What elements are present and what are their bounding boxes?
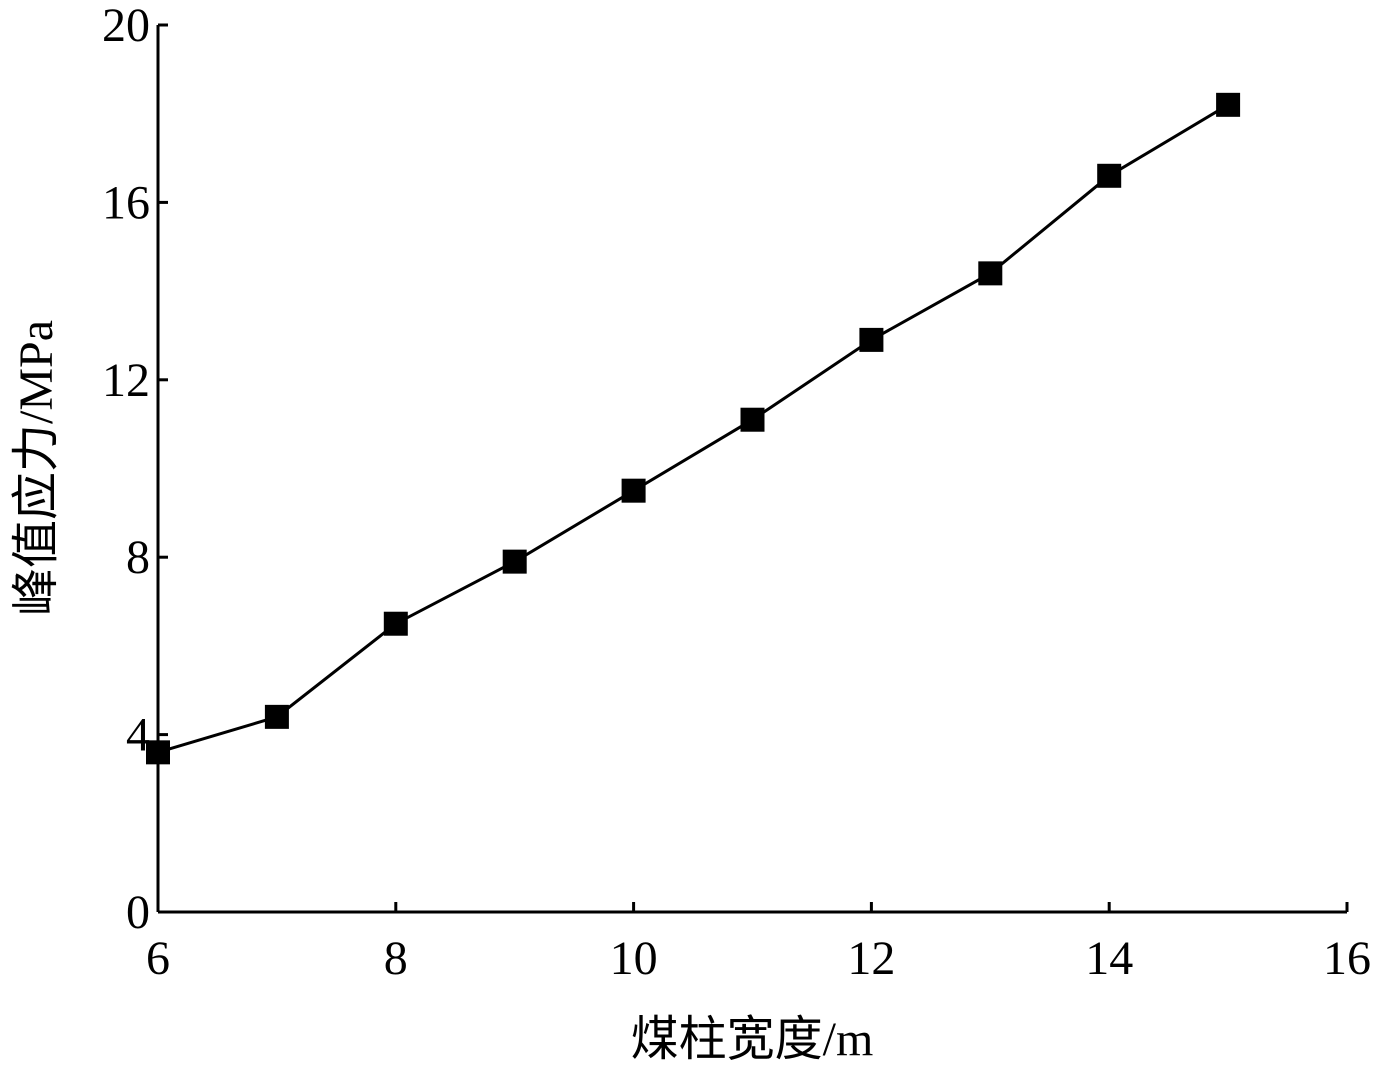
y-axis-label: 峰值应力/MPa (10, 320, 63, 616)
x-tick-label: 16 (1323, 932, 1371, 985)
y-tick-label: 16 (102, 176, 150, 229)
y-tick-label: 0 (126, 886, 150, 939)
x-axis-label: 煤柱宽度/m (631, 1013, 874, 1066)
marker (1097, 163, 1122, 188)
marker (502, 549, 527, 574)
x-tick-label: 6 (146, 932, 170, 985)
marker (383, 611, 408, 636)
marker (1216, 92, 1241, 117)
x-tick-label: 8 (384, 932, 408, 985)
x-tick-label: 10 (610, 932, 658, 985)
y-tick-label: 12 (102, 354, 150, 407)
marker (621, 478, 646, 503)
marker (859, 327, 884, 352)
y-tick-label: 8 (126, 531, 150, 584)
marker (264, 704, 289, 729)
marker (146, 740, 170, 765)
line (157, 103, 1229, 754)
x-tick-label: 14 (1085, 932, 1133, 985)
marker (978, 261, 1003, 286)
marker (740, 407, 765, 432)
x-tick-label: 12 (847, 932, 895, 985)
y-tick-label: 20 (102, 0, 150, 52)
